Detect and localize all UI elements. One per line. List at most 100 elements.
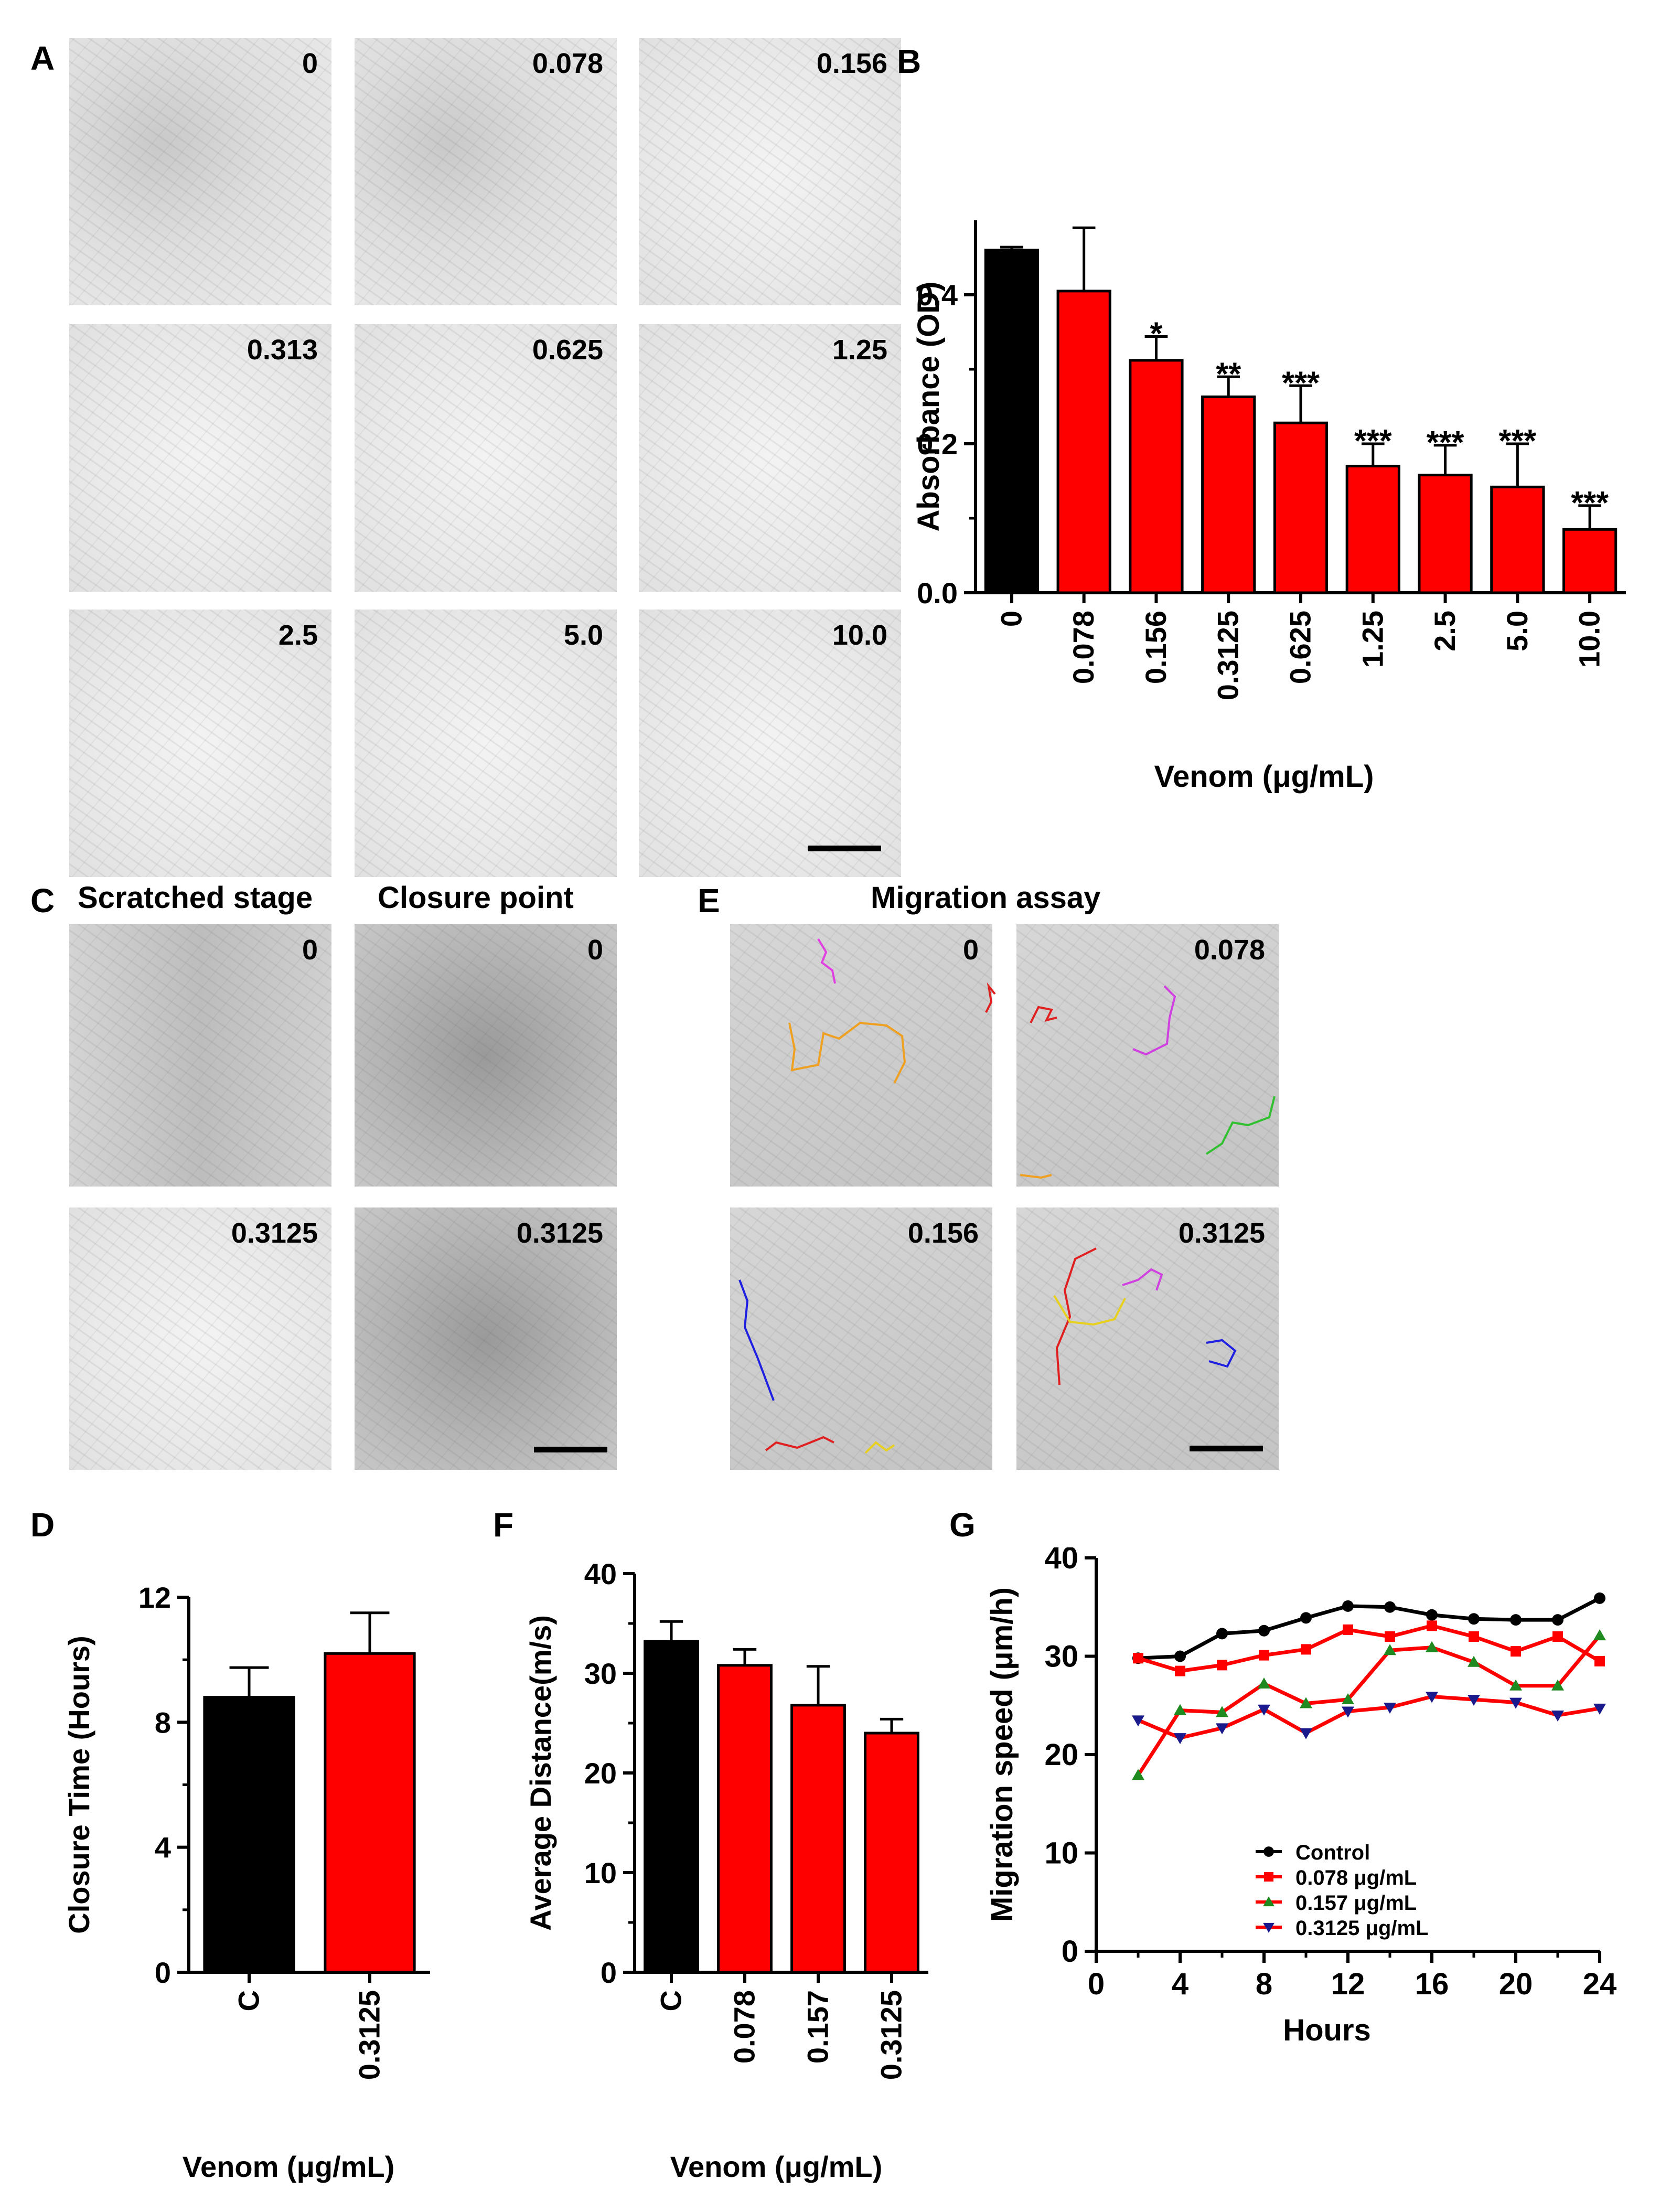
viability-micrograph: 5.0 <box>355 610 617 877</box>
data-point <box>1427 1620 1437 1631</box>
cell-texture <box>355 1207 617 1470</box>
y-axis-label: Absorbance (OD) <box>912 282 946 532</box>
bar <box>324 1652 416 1974</box>
data-point <box>1175 1665 1185 1676</box>
y-tick-label: 8 <box>155 1706 171 1739</box>
y-tick-label: 20 <box>584 1757 617 1790</box>
data-point <box>1426 1692 1438 1703</box>
data-point <box>1258 1677 1270 1689</box>
x-axis-label: Venom (μg/mL) <box>1154 760 1374 794</box>
data-point <box>1510 1614 1522 1626</box>
data-point <box>1258 1704 1270 1716</box>
significance-marker: *** <box>1571 485 1609 521</box>
migration-micrograph: 0.078 <box>1016 924 1279 1187</box>
x-tick-label: 0.3125 <box>874 1990 907 2080</box>
concentration-label: 10.0 <box>832 619 887 651</box>
data-point <box>1426 1609 1438 1621</box>
x-tick-label: 0.157 <box>801 1990 834 2064</box>
data-point <box>1384 1644 1396 1655</box>
viability-micrograph: 0.625 <box>355 324 617 592</box>
x-axis-label: Venom (μg/mL) <box>670 2150 883 2183</box>
y-tick-label: 40 <box>1044 1547 1078 1575</box>
concentration-label: 0.3125 <box>231 1217 318 1249</box>
scale-bar <box>534 1447 607 1452</box>
viability-micrograph: 0.078 <box>355 38 617 305</box>
data-point <box>1468 1655 1480 1667</box>
y-tick-label: 0 <box>601 1956 617 1989</box>
data-point <box>1216 1628 1228 1640</box>
y-tick-label: 0.2 <box>917 428 958 461</box>
data-point <box>1342 1706 1354 1718</box>
viability-micrograph: 10.0 <box>639 610 901 877</box>
y-axis-label: Migration speed (μm/h) <box>985 1587 1019 1922</box>
panel-f-label: F <box>493 1506 514 1544</box>
data-point <box>1552 1614 1563 1626</box>
data-point <box>1593 1629 1606 1641</box>
cell-track <box>817 938 836 984</box>
bar <box>1129 359 1184 594</box>
significance-marker: * <box>1150 316 1162 352</box>
x-tick-label: C <box>654 1990 687 2011</box>
panel-b-label: B <box>897 42 922 80</box>
bar <box>644 1640 699 1974</box>
data-point <box>1509 1679 1522 1691</box>
data-point <box>1300 1697 1312 1708</box>
y-tick-label: 0 <box>155 1956 171 1989</box>
migration-micrograph: 0.156 <box>730 1207 992 1470</box>
y-tick-label: 0.0 <box>917 576 958 610</box>
cell-texture <box>730 924 992 1187</box>
y-axis-label: Average Distance(m/s) <box>524 1615 557 1931</box>
cell-track <box>864 1441 895 1454</box>
cell-texture <box>355 324 617 592</box>
viability-micrograph: 0 <box>69 38 331 305</box>
x-tick-label: 0.156 <box>1139 611 1172 684</box>
scale-bar <box>808 846 881 851</box>
data-point <box>1217 1660 1227 1671</box>
viability-micrograph: 0.156 <box>639 38 901 305</box>
x-tick-label: 1.25 <box>1356 611 1389 668</box>
data-point <box>1384 1601 1396 1613</box>
y-axis-label: Closure Time (Hours) <box>62 1636 95 1933</box>
x-tick-label: 8 <box>1256 1967 1272 2001</box>
absorbance-bar-chart: 0.0 0.2 0.4 0 0.078 0.156 * 0.3125 ** 0.625 *** 1.2… <box>912 220 1626 794</box>
cell-texture <box>69 324 331 592</box>
data-point <box>1594 1655 1605 1666</box>
cell-track <box>1122 1268 1163 1291</box>
cell-texture <box>355 38 617 305</box>
data-point <box>1594 1592 1605 1604</box>
concentration-label: 0.156 <box>907 1217 979 1249</box>
bar <box>1056 290 1111 594</box>
concentration-label: 0.3125 <box>1178 1217 1265 1249</box>
cell-track <box>1055 1247 1097 1385</box>
data-point <box>1174 1650 1186 1662</box>
bar <box>864 1732 919 1974</box>
data-point <box>1300 1728 1312 1739</box>
migration-assay-title: Migration assay <box>871 881 1101 915</box>
bar <box>1345 465 1400 594</box>
y-tick-label: 0.4 <box>917 279 958 312</box>
cell-texture <box>355 924 617 1187</box>
cell-track <box>738 1279 775 1401</box>
x-tick-label: 24 <box>1583 1967 1617 2001</box>
data-point <box>1469 1631 1479 1642</box>
concentration-label: 0 <box>962 934 979 966</box>
legend-label: 0.157 μg/mL <box>1295 1892 1417 1915</box>
x-tick-label: 0 <box>1088 1967 1105 2001</box>
x-tick-label: 0.3125 <box>352 1990 385 2080</box>
concentration-label: 0.313 <box>247 334 318 366</box>
concentration-label: 0 <box>302 934 318 966</box>
bar <box>1562 528 1618 594</box>
viability-micrograph: 0.313 <box>69 324 331 592</box>
cell-track <box>1132 985 1176 1056</box>
bar <box>717 1664 773 1974</box>
concentration-label: 1.25 <box>832 334 887 366</box>
cell-track <box>1205 1096 1276 1155</box>
data-point <box>1468 1695 1480 1706</box>
y-tick-label: 4 <box>155 1831 171 1864</box>
x-tick-label: 12 <box>1331 1967 1365 2001</box>
cell-texture <box>1016 924 1279 1187</box>
concentration-label: 2.5 <box>278 619 318 651</box>
bar <box>1273 421 1329 594</box>
x-tick-label: 0 <box>994 611 1027 627</box>
data-point <box>1300 1612 1312 1624</box>
